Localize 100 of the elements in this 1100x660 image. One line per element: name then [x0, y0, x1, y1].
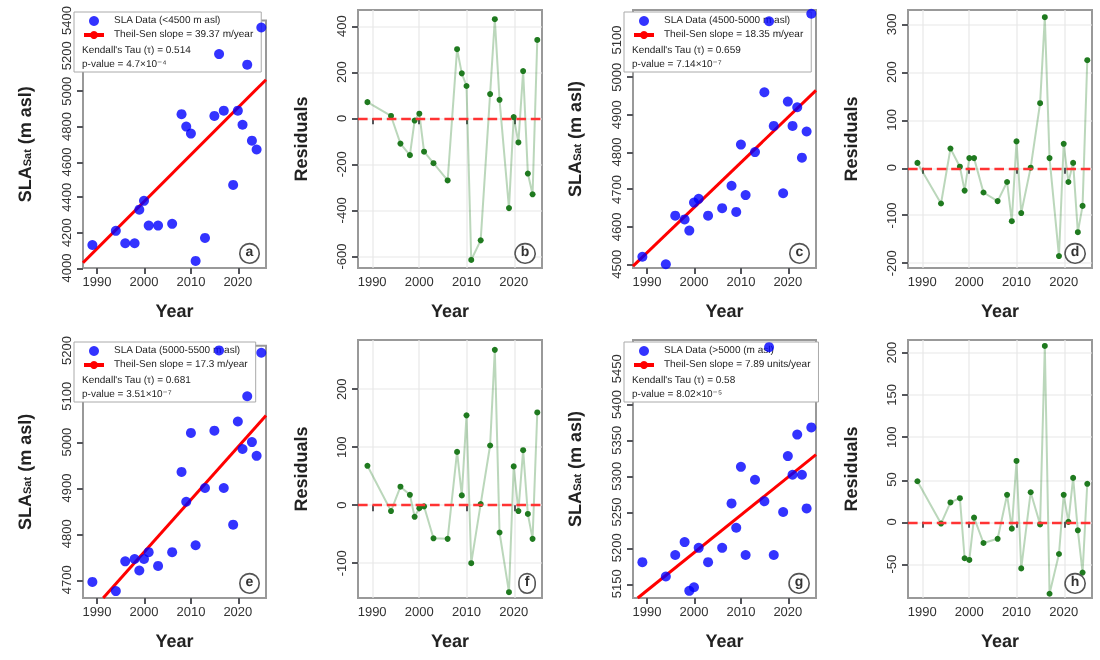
point: [523, 170, 530, 177]
point: [129, 554, 140, 565]
point: [457, 70, 464, 77]
x-axis-title: Year: [429, 301, 469, 321]
point: [960, 187, 967, 194]
x-axis-title: Year: [429, 631, 469, 651]
point: [735, 139, 746, 150]
point: [453, 46, 460, 53]
point: [256, 347, 267, 358]
point: [1059, 140, 1066, 147]
point: [509, 114, 516, 121]
point: [1064, 179, 1071, 185]
point: [979, 540, 986, 547]
point: [1073, 527, 1080, 534]
point: [396, 483, 403, 490]
point: [1045, 590, 1052, 597]
point: [528, 535, 535, 542]
point: [670, 550, 681, 560]
point: [387, 112, 394, 119]
point: [139, 195, 149, 206]
point: [519, 447, 526, 454]
point: [1040, 14, 1047, 21]
point: [495, 529, 502, 536]
point: [462, 83, 469, 90]
point: [670, 210, 681, 221]
point: [129, 238, 140, 249]
point: [1083, 480, 1090, 487]
point: [87, 576, 98, 587]
point: [429, 535, 436, 542]
y-axis-title: Residuals: [290, 96, 310, 182]
point: [167, 218, 178, 229]
point: [946, 499, 953, 506]
point: [726, 180, 737, 191]
point: [509, 463, 516, 470]
point: [153, 560, 164, 571]
point: [689, 582, 699, 593]
point: [387, 508, 394, 515]
point: [731, 206, 742, 217]
point: [782, 451, 793, 462]
point: [242, 59, 253, 70]
point: [1045, 155, 1052, 162]
point: [946, 145, 953, 152]
point: [167, 547, 178, 558]
y-axis-title: Residuals: [290, 426, 310, 512]
point: [731, 522, 742, 533]
point: [120, 556, 131, 567]
point: [363, 462, 370, 469]
point: [232, 416, 243, 427]
point: [1059, 491, 1066, 498]
point: [514, 508, 521, 515]
point: [420, 148, 427, 155]
point: [134, 204, 145, 215]
point: [955, 495, 962, 502]
x-axis-title: Year: [979, 301, 1019, 321]
point: [637, 251, 648, 262]
point: [703, 557, 714, 568]
point: [1083, 57, 1090, 64]
point: [218, 482, 229, 493]
point: [476, 237, 483, 244]
point: [970, 155, 977, 162]
point: [717, 542, 728, 553]
point: [251, 450, 262, 461]
point: [228, 179, 239, 190]
point: [750, 474, 760, 485]
point: [120, 238, 131, 249]
point: [768, 120, 779, 131]
point: [750, 147, 760, 158]
point: [1017, 210, 1024, 217]
point: [214, 49, 225, 60]
x-axis-title: Year: [155, 631, 195, 651]
point: [1078, 202, 1085, 209]
point: [1012, 457, 1019, 464]
point: [410, 513, 417, 520]
point: [1003, 179, 1010, 185]
point: [176, 109, 187, 120]
point: [792, 429, 803, 440]
point: [970, 514, 977, 521]
point: [429, 160, 436, 167]
point: [740, 550, 751, 560]
point: [787, 469, 798, 480]
point: [237, 444, 248, 454]
point: [726, 498, 737, 509]
point: [660, 259, 671, 270]
point: [801, 126, 812, 137]
point: [740, 190, 751, 201]
point: [768, 550, 779, 560]
point: [415, 110, 422, 117]
point: [457, 492, 464, 499]
point: [637, 557, 648, 568]
point: [1069, 474, 1076, 481]
point: [1007, 525, 1014, 532]
point: [660, 571, 671, 582]
point: [684, 225, 695, 236]
point: [209, 110, 220, 121]
point: [246, 437, 257, 448]
point: [139, 554, 149, 565]
point: [153, 220, 164, 231]
point: [913, 478, 920, 485]
point: [190, 540, 201, 551]
x-axis-title: Year: [979, 631, 1019, 651]
